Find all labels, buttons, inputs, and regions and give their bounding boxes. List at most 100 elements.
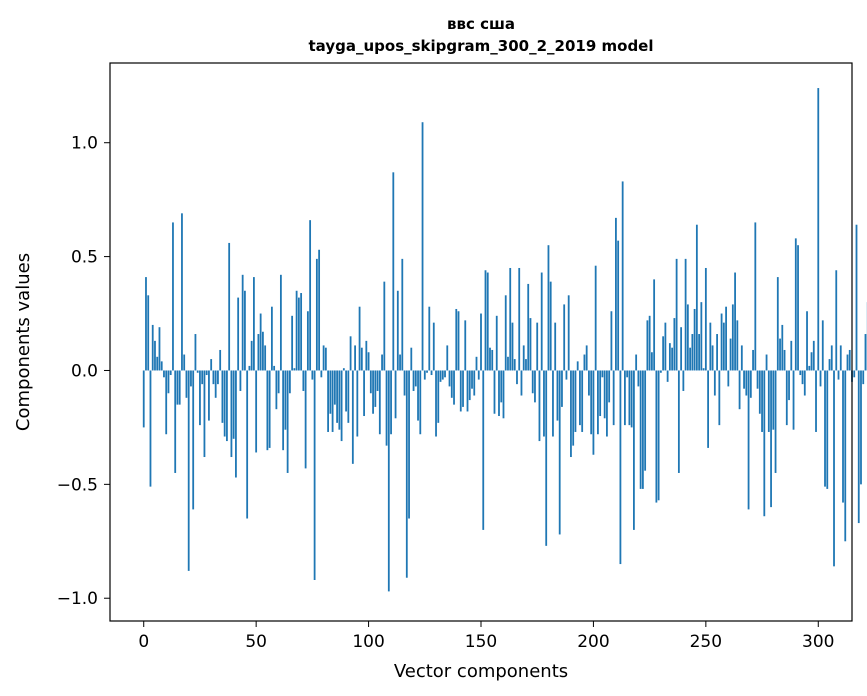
bar [190, 370, 192, 387]
bar [576, 361, 579, 371]
bar [549, 281, 552, 371]
bar [324, 347, 327, 371]
bar [585, 345, 588, 371]
bar [518, 267, 521, 371]
bar [201, 370, 204, 385]
bar [259, 313, 262, 371]
bar [594, 265, 597, 371]
bar-series [142, 88, 867, 592]
bar [693, 308, 696, 371]
bar [192, 370, 195, 510]
bar [493, 370, 496, 414]
bar [241, 274, 244, 371]
bar [835, 270, 838, 371]
bar [628, 370, 631, 426]
bar [468, 370, 471, 401]
bar [830, 345, 833, 371]
bar [187, 370, 190, 571]
bar [556, 370, 559, 421]
bar [172, 222, 174, 371]
bar [547, 245, 550, 371]
bar [455, 308, 458, 371]
bar [758, 370, 761, 414]
bar [572, 370, 575, 446]
bar [695, 224, 698, 371]
bar [237, 297, 240, 371]
bar [716, 334, 718, 371]
bar [365, 340, 368, 371]
bar [799, 370, 802, 376]
bar [360, 347, 363, 371]
bar [174, 370, 177, 473]
bar [437, 370, 440, 423]
bar [673, 318, 676, 371]
bar [217, 370, 219, 385]
bar [702, 368, 705, 371]
bar [345, 370, 347, 412]
bar [525, 359, 527, 371]
bar [522, 345, 525, 371]
bar [677, 370, 680, 473]
bar [639, 370, 642, 489]
bar [484, 270, 487, 371]
bar [165, 370, 168, 435]
bar [226, 370, 228, 442]
bar [282, 370, 285, 451]
bar [147, 295, 150, 371]
bar [808, 365, 811, 371]
bar [394, 370, 397, 419]
bar [142, 370, 145, 428]
bar [205, 370, 208, 376]
bar [727, 370, 730, 387]
bar [286, 370, 289, 473]
bar [428, 306, 431, 371]
bar [621, 181, 624, 371]
bar [459, 370, 462, 412]
bar [405, 370, 408, 578]
bar [253, 277, 255, 371]
bar [448, 370, 451, 387]
bar [356, 370, 359, 437]
bar [250, 340, 253, 371]
bar [828, 359, 831, 371]
bar [617, 240, 620, 371]
bar [772, 370, 775, 430]
bar [853, 370, 856, 378]
bar [340, 370, 343, 442]
bar [842, 370, 844, 503]
bar [680, 327, 683, 371]
bar [857, 370, 860, 524]
bar [722, 322, 725, 371]
bar [313, 370, 316, 580]
bar [309, 220, 312, 371]
bar [293, 368, 296, 371]
bar [167, 370, 170, 394]
bar [363, 370, 365, 417]
bar [650, 352, 653, 371]
bar [502, 370, 505, 419]
chart-title: ввс сша [447, 15, 515, 33]
bar [482, 370, 485, 530]
bar [844, 370, 847, 542]
bar [248, 365, 251, 371]
bar [338, 370, 341, 430]
bar [527, 283, 530, 371]
bar [824, 370, 826, 487]
bar [790, 340, 793, 371]
bar [327, 370, 329, 432]
bar [450, 370, 453, 398]
bar [196, 370, 199, 373]
bar [821, 320, 824, 371]
bar [381, 354, 383, 371]
x-tick-label: 300 [802, 632, 834, 652]
bar [671, 347, 674, 371]
bar [558, 370, 561, 535]
bar [689, 347, 692, 371]
bar [691, 334, 694, 371]
bar [729, 338, 732, 371]
bar [536, 322, 539, 371]
bar [151, 324, 154, 371]
bar [601, 370, 604, 378]
bar [210, 359, 213, 371]
